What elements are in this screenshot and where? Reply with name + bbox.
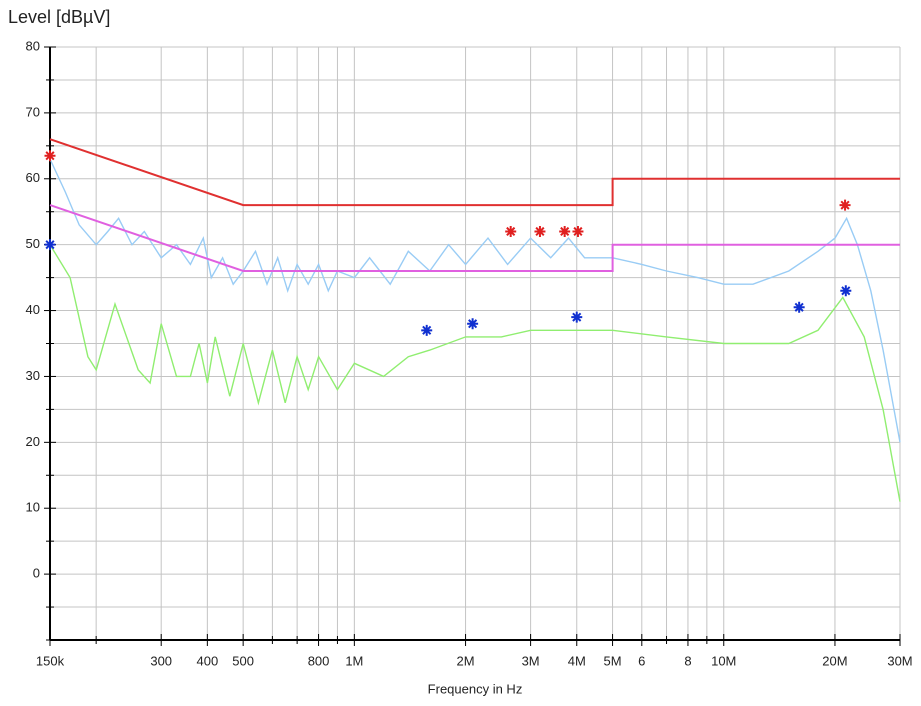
- star-marker: [44, 150, 56, 162]
- x-tick-label: 3M: [522, 653, 540, 668]
- star-marker: [793, 301, 805, 313]
- y-tick-label: 30: [26, 368, 40, 383]
- trace-line: [49, 244, 901, 502]
- y-tick-label: 20: [26, 434, 40, 449]
- star-marker: [467, 318, 479, 330]
- x-tick-label: 5M: [604, 653, 622, 668]
- star-marker: [571, 311, 583, 323]
- y-tick-label: 80: [26, 38, 40, 53]
- x-tick-label: 500: [232, 653, 254, 668]
- x-tick-label: 300: [150, 653, 172, 668]
- x-tick-label: 6: [638, 653, 645, 668]
- y-tick-label: 40: [26, 302, 40, 317]
- x-tick-label: 150k: [36, 653, 65, 668]
- x-tick-label: 4M: [568, 653, 586, 668]
- x-tick-label: 10M: [711, 653, 736, 668]
- y-tick-label: 10: [26, 500, 40, 515]
- star-marker: [559, 225, 571, 237]
- trace-line: [49, 138, 900, 207]
- star-marker: [839, 199, 851, 211]
- x-tick-label: 20M: [822, 653, 847, 668]
- y-tick-label: 50: [26, 236, 40, 251]
- star-marker: [534, 225, 546, 237]
- x-tick-label: 800: [308, 653, 330, 668]
- x-tick-label: 30M: [887, 653, 912, 668]
- y-tick-label: 60: [26, 170, 40, 185]
- trace-line: [49, 204, 900, 272]
- trace-line: [49, 158, 901, 443]
- y-axis-title: Level [dBµV]: [8, 7, 110, 27]
- star-marker: [44, 239, 56, 251]
- x-tick-label: 2M: [457, 653, 475, 668]
- star-marker: [572, 225, 584, 237]
- star-marker: [421, 324, 433, 336]
- star-marker: [840, 285, 852, 297]
- x-tick-label: 400: [197, 653, 219, 668]
- x-tick-label: 1M: [345, 653, 363, 668]
- star-marker: [505, 225, 517, 237]
- x-tick-label: 8: [684, 653, 691, 668]
- x-axis-title: Frequency in Hz: [428, 681, 523, 696]
- y-tick-label: 0: [33, 566, 40, 581]
- y-tick-label: 70: [26, 104, 40, 119]
